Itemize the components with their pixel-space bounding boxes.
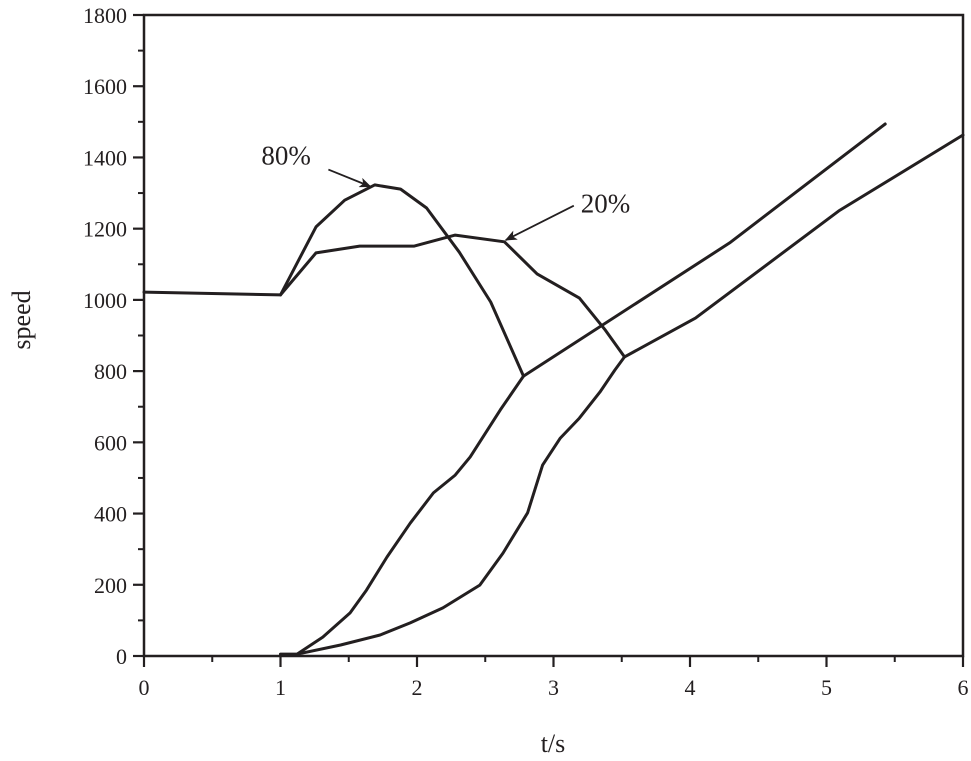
x-axis-ticks: 0 1 2 3 4 5 6 <box>139 656 969 700</box>
y-tick-label: 0 <box>116 644 127 669</box>
x-tick-label: 2 <box>412 675 423 700</box>
y-tick-label: 800 <box>94 359 127 384</box>
y-tick-label: 1000 <box>83 288 127 313</box>
series-line <box>142 183 525 378</box>
y-axis-ticks: 0 200 400 600 800 1000 1200 1400 1600 1800 <box>83 3 144 669</box>
annotation-label: 20% <box>581 189 631 219</box>
annotation-arrow <box>328 168 372 188</box>
series-line <box>279 122 887 656</box>
x-tick-label: 3 <box>548 675 559 700</box>
x-axis-title: t/s <box>541 729 566 758</box>
y-tick-label: 1400 <box>83 145 127 170</box>
annotations: 80% 20% <box>261 141 631 241</box>
y-tick-label: 200 <box>94 573 127 598</box>
x-tick-label: 1 <box>275 675 286 700</box>
y-tick-label: 1200 <box>83 217 127 242</box>
x-tick-label: 5 <box>821 675 832 700</box>
y-tick-label: 400 <box>94 502 127 527</box>
series-line <box>279 133 965 656</box>
y-tick-label: 1800 <box>83 3 127 28</box>
annotation-arrow <box>504 204 575 241</box>
y-tick-label: 1600 <box>83 74 127 99</box>
x-tick-label: 0 <box>139 675 150 700</box>
x-tick-label: 4 <box>685 675 696 700</box>
data-series <box>142 122 965 656</box>
y-axis-title: speed <box>7 290 36 349</box>
series-line <box>279 233 626 359</box>
x-tick-label: 6 <box>958 675 969 700</box>
annotation-label: 80% <box>261 141 311 171</box>
y-tick-label: 600 <box>94 430 127 455</box>
plot-frame <box>142 13 965 658</box>
